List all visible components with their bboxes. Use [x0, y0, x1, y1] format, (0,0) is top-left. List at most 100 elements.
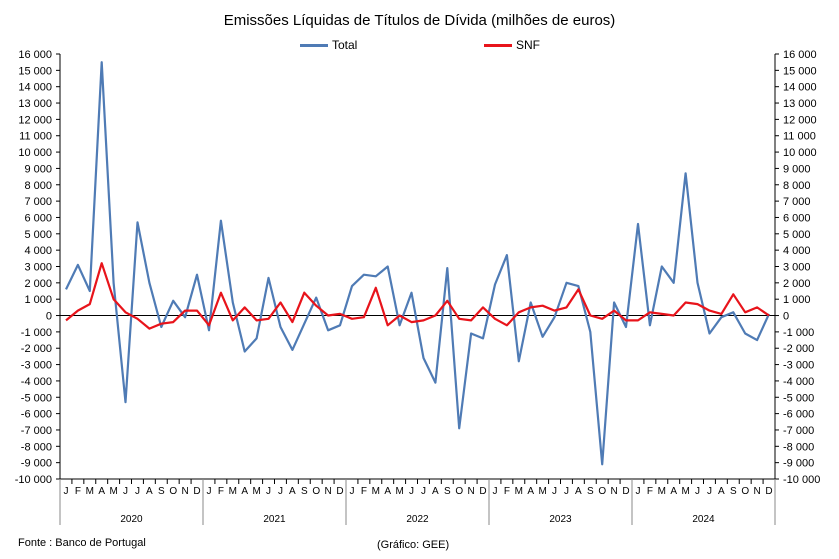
x-month-label: N: [325, 486, 332, 497]
x-month-label: S: [301, 486, 308, 497]
x-month-label: J: [492, 486, 497, 497]
y-tick-label-left: -5 000: [21, 392, 52, 404]
y-tick-label-left: 8 000: [24, 180, 52, 192]
y-tick-label-left: -1 000: [21, 327, 52, 339]
x-month-label: J: [123, 486, 128, 497]
x-month-label: J: [707, 486, 712, 497]
x-month-label: A: [432, 486, 439, 497]
x-month-label: M: [395, 486, 403, 497]
x-month-label: F: [361, 486, 367, 497]
x-month-label: M: [538, 486, 546, 497]
x-year-label: 2020: [120, 514, 143, 525]
credit-note: (Gráfico: GEE): [377, 539, 450, 551]
y-tick-label-right: -4 000: [783, 376, 814, 388]
x-month-label: S: [444, 486, 451, 497]
y-tick-label-left: 12 000: [18, 114, 52, 126]
x-month-label: A: [98, 486, 105, 497]
x-month-label: M: [86, 486, 94, 497]
y-tick-label-right: 6 000: [783, 212, 811, 224]
y-tick-label-left: 0: [46, 311, 52, 323]
x-month-label: A: [718, 486, 725, 497]
x-month-label: D: [765, 486, 772, 497]
x-month-label: D: [336, 486, 343, 497]
legend-label-total: Total: [332, 38, 358, 52]
x-year-label: 2022: [406, 514, 429, 525]
x-month-label: A: [289, 486, 296, 497]
x-month-label: J: [206, 486, 211, 497]
x-month-label: N: [182, 486, 189, 497]
y-tick-label-left: -3 000: [21, 360, 52, 372]
legend-label-snf: SNF: [516, 38, 540, 52]
y-tick-label-left: 3 000: [24, 262, 52, 274]
y-tick-label-right: -9 000: [783, 458, 814, 470]
y-tick-label-left: 6 000: [24, 212, 52, 224]
y-tick-label-left: -9 000: [21, 458, 52, 470]
x-month-label: A: [384, 486, 391, 497]
x-month-label: M: [229, 486, 237, 497]
y-tick-label-left: 5 000: [24, 229, 52, 241]
y-tick-label-left: -2 000: [21, 343, 52, 355]
y-tick-label-right: -2 000: [783, 343, 814, 355]
x-month-label: J: [266, 486, 271, 497]
legend-swatch-snf: [484, 43, 512, 47]
x-month-label: F: [218, 486, 224, 497]
y-tick-label-right: 11 000: [783, 131, 816, 143]
x-month-label: M: [658, 486, 666, 497]
x-month-label: J: [135, 486, 140, 497]
x-month-label: O: [455, 486, 463, 497]
y-tick-label-right: 7 000: [783, 196, 811, 208]
y-tick-label-right: 4 000: [783, 245, 811, 257]
y-tick-label-right: -8 000: [783, 441, 814, 453]
x-month-label: J: [421, 486, 426, 497]
x-month-label: F: [75, 486, 81, 497]
x-month-label: S: [158, 486, 165, 497]
chart-title: Emissões Líquidas de Títulos de Dívida (…: [223, 12, 616, 29]
x-month-label: O: [312, 486, 320, 497]
y-tick-label-right: 13 000: [783, 98, 817, 110]
y-tick-label-right: -6 000: [783, 409, 814, 421]
x-month-label: S: [730, 486, 737, 497]
y-tick-label-left: 16 000: [18, 49, 52, 61]
x-month-label: O: [741, 486, 749, 497]
y-tick-label-right: 3 000: [783, 262, 811, 274]
x-month-label: F: [504, 486, 510, 497]
y-tick-label-left: 10 000: [18, 147, 52, 159]
x-month-label: J: [63, 486, 68, 497]
x-month-label: J: [695, 486, 700, 497]
y-tick-label-right: -5 000: [783, 392, 814, 404]
x-year-label: 2021: [263, 514, 286, 525]
legend-swatch-total: [300, 43, 328, 47]
y-tick-label-left: 14 000: [18, 82, 52, 94]
y-tick-label-right: 9 000: [783, 163, 811, 175]
y-tick-label-left: 4 000: [24, 245, 52, 257]
x-month-label: N: [468, 486, 475, 497]
y-tick-label-left: -7 000: [21, 425, 52, 437]
x-month-label: D: [622, 486, 629, 497]
legend-item-snf: SNF: [484, 38, 540, 52]
x-month-label: M: [515, 486, 523, 497]
y-tick-label-left: 1 000: [24, 294, 52, 306]
y-tick-label-left: -4 000: [21, 376, 52, 388]
source-note: Fonte : Banco de Portugal: [18, 537, 146, 549]
x-month-label: M: [681, 486, 689, 497]
x-month-label: J: [552, 486, 557, 497]
x-month-label: A: [146, 486, 153, 497]
x-month-label: N: [611, 486, 618, 497]
x-month-label: J: [635, 486, 640, 497]
x-month-label: A: [527, 486, 534, 497]
y-tick-label-left: 9 000: [24, 163, 52, 175]
x-month-label: M: [252, 486, 260, 497]
x-month-label: O: [598, 486, 606, 497]
x-month-label: D: [479, 486, 486, 497]
y-tick-label-right: 15 000: [783, 65, 817, 77]
y-tick-label-right: -3 000: [783, 360, 814, 372]
y-tick-label-left: -10 000: [15, 474, 52, 486]
x-month-label: A: [575, 486, 582, 497]
x-month-label: N: [754, 486, 761, 497]
x-month-label: S: [587, 486, 594, 497]
y-tick-label-left: 13 000: [18, 98, 52, 110]
y-tick-label-right: -1 000: [783, 327, 814, 339]
y-tick-label-right: -10 000: [783, 474, 820, 486]
series-line-snf: [65, 262, 770, 330]
